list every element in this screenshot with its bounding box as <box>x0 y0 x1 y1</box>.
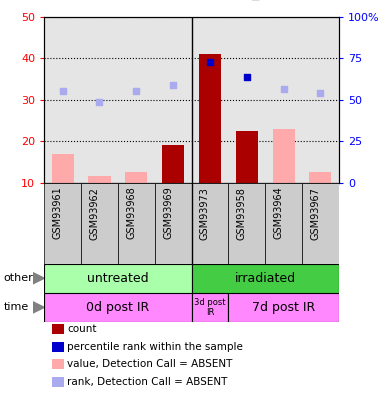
Text: rank, Detection Call = ABSENT: rank, Detection Call = ABSENT <box>67 377 228 387</box>
Polygon shape <box>33 273 44 284</box>
Bar <box>310 172 331 183</box>
Text: 0d post IR: 0d post IR <box>86 301 149 314</box>
Bar <box>44 17 81 183</box>
Bar <box>44 183 81 264</box>
Bar <box>192 293 228 322</box>
Bar <box>192 17 228 183</box>
Bar <box>81 17 118 183</box>
Text: count: count <box>67 324 97 334</box>
Bar <box>273 129 295 183</box>
Text: GSM93969: GSM93969 <box>163 187 173 239</box>
Text: GSM93967: GSM93967 <box>310 187 320 240</box>
Bar <box>265 183 302 264</box>
Point <box>170 82 176 88</box>
Text: GSM93958: GSM93958 <box>237 187 247 240</box>
Point <box>133 88 139 95</box>
Bar <box>89 177 110 183</box>
Bar <box>192 183 228 264</box>
Bar <box>118 183 155 264</box>
Bar <box>228 293 339 322</box>
Bar <box>228 17 265 183</box>
Bar <box>302 17 339 183</box>
Text: GSM93964: GSM93964 <box>274 187 284 239</box>
Text: GSM93962: GSM93962 <box>89 187 99 240</box>
Text: irradiated: irradiated <box>234 272 296 285</box>
Bar <box>265 17 302 183</box>
Text: GSM93973: GSM93973 <box>200 187 210 240</box>
Bar <box>155 183 192 264</box>
Point <box>207 59 213 66</box>
Text: 3d post
IR: 3d post IR <box>194 298 226 317</box>
Bar <box>199 54 221 183</box>
Bar <box>302 183 339 264</box>
Bar <box>52 153 74 183</box>
Point <box>281 86 287 92</box>
Text: time: time <box>4 303 29 312</box>
Bar <box>155 17 192 183</box>
Bar <box>118 17 155 183</box>
Text: untreated: untreated <box>87 272 149 285</box>
Text: 7d post IR: 7d post IR <box>252 301 315 314</box>
Text: other: other <box>4 273 33 283</box>
Point <box>96 98 102 105</box>
Bar <box>236 131 258 183</box>
Point <box>317 90 323 97</box>
Bar <box>162 145 184 183</box>
Text: value, Detection Call = ABSENT: value, Detection Call = ABSENT <box>67 359 233 369</box>
Polygon shape <box>33 302 44 313</box>
Text: percentile rank within the sample: percentile rank within the sample <box>67 342 243 352</box>
Point <box>244 74 250 80</box>
Bar <box>44 293 192 322</box>
Bar <box>44 264 192 293</box>
Text: GSM93961: GSM93961 <box>53 187 63 239</box>
Text: GSM93968: GSM93968 <box>126 187 136 239</box>
Bar <box>228 183 265 264</box>
Bar <box>192 264 339 293</box>
Bar <box>125 172 147 183</box>
Bar <box>81 183 118 264</box>
Point <box>60 88 66 95</box>
